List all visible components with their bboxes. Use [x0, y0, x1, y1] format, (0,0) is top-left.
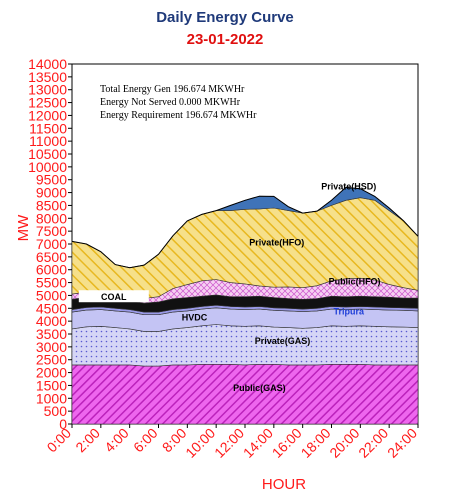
x-tick-label: 24:00 — [384, 425, 420, 461]
x-tick-label: 16:00 — [269, 425, 305, 461]
series-label-public-gas: Public(GAS) — [233, 383, 286, 393]
x-tick-label: 0:00 — [44, 425, 75, 456]
y-tick-label: 7000 — [36, 236, 67, 252]
y-tick-label: 1000 — [36, 390, 67, 406]
series-label-coal: COAL — [101, 292, 127, 302]
y-tick-label: 6500 — [36, 249, 67, 265]
y-tick-label: 6000 — [36, 262, 67, 278]
series-label-tripura: Tripura — [334, 306, 366, 316]
y-tick-label: 5000 — [36, 287, 67, 303]
x-tick-label: 14:00 — [240, 425, 276, 461]
series-label-hvdc: HVDC — [182, 312, 208, 322]
y-axis-ticks: 0500100015002000250030003500400045005000… — [28, 56, 72, 432]
x-axis-label: HOUR — [262, 476, 306, 493]
y-tick-label: 1500 — [36, 377, 67, 393]
y-tick-label: 3500 — [36, 326, 67, 342]
y-tick-label: 7500 — [36, 223, 67, 239]
y-tick-label: 2000 — [36, 365, 67, 381]
area-private-gas — [71, 324, 419, 367]
y-tick-label: 8500 — [36, 197, 67, 213]
x-tick-label: 12:00 — [211, 425, 247, 461]
y-tick-label: 9500 — [36, 172, 67, 188]
y-tick-label: 3000 — [36, 339, 67, 355]
plot-area — [71, 63, 419, 425]
x-axis-ticks: 0:002:004:006:008:0010:0012:0014:0016:00… — [44, 424, 420, 461]
y-tick-label: 12500 — [28, 95, 67, 111]
y-tick-label: 11000 — [29, 133, 67, 149]
x-tick-label: 18:00 — [298, 425, 334, 461]
info-energy-requirement: Energy Requirement 196.674 MKWHr — [100, 110, 257, 121]
series-label-private-gas: Private(GAS) — [255, 336, 311, 346]
y-tick-label: 10000 — [28, 159, 67, 175]
area-public-gas — [71, 364, 419, 425]
y-tick-label: 8000 — [36, 210, 67, 226]
info-energy-not-served: Energy Not Served 0.000 MKWHr — [100, 97, 241, 108]
info-total-energy: Total Energy Gen 196.674 MKWHr — [100, 84, 245, 95]
coal-label-bg — [78, 290, 149, 303]
y-tick-label: 2500 — [36, 352, 67, 368]
total-line — [71, 186, 419, 269]
x-tick-label: 10:00 — [182, 425, 218, 461]
y-tick-label: 500 — [44, 403, 68, 419]
y-tick-label: 9000 — [36, 185, 67, 201]
y-tick-label: 13500 — [28, 69, 67, 85]
chart-title: Daily Energy Curve — [156, 9, 294, 26]
series-label-public-hfo: Public(HFO) — [329, 276, 381, 286]
series-label-private-hsd: Private(HSD) — [321, 182, 376, 192]
x-tick-label: 2:00 — [72, 425, 103, 456]
y-tick-label: 12000 — [28, 107, 67, 123]
y-tick-label: 14000 — [28, 56, 67, 72]
series-label-private-hfo: Private(HFO) — [249, 238, 304, 248]
y-tick-label: 0 — [59, 416, 67, 432]
x-tick-label: 22:00 — [355, 425, 391, 461]
x-tick-label: 4:00 — [101, 425, 132, 456]
x-tick-label: 20:00 — [326, 425, 362, 461]
y-tick-label: 4500 — [36, 300, 67, 316]
y-tick-label: 13000 — [28, 82, 67, 98]
y-tick-label: 4000 — [36, 313, 67, 329]
x-tick-label: 6:00 — [130, 425, 161, 456]
y-tick-label: 11500 — [29, 120, 67, 136]
y-axis-label: MW — [15, 214, 32, 241]
y-tick-label: 5500 — [36, 275, 67, 291]
series-labels: Public(GAS) Private(GAS) HVDC Tripura COAL Pu… — [78, 182, 381, 393]
chart-subtitle: 23-01-2022 — [187, 31, 264, 48]
y-tick-label: 10500 — [28, 146, 67, 162]
